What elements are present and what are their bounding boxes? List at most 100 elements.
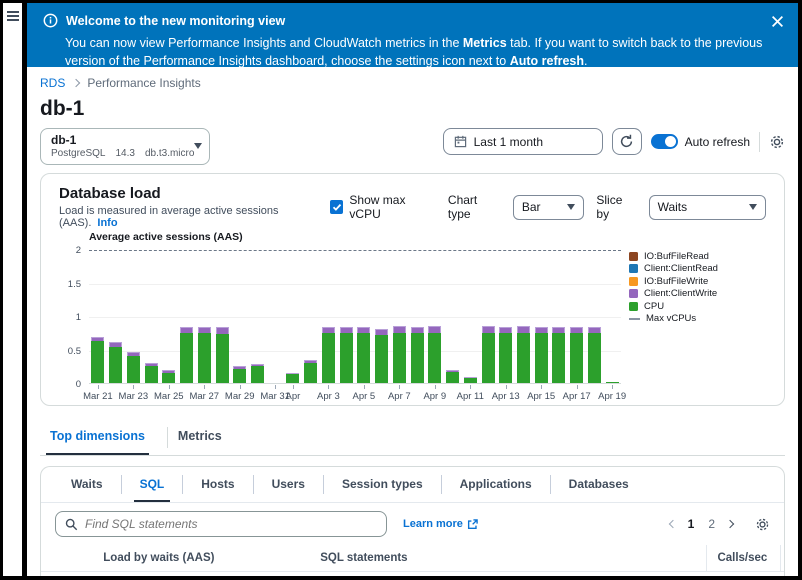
- x-tick-mark: [541, 385, 542, 389]
- bar-slot[interactable]: [479, 250, 497, 383]
- x-axis-label: Apr 11: [457, 391, 484, 402]
- info-link[interactable]: Info: [97, 217, 117, 229]
- panel-subtitle: Load is measured in average active sessi…: [59, 205, 330, 229]
- legend-item: Client:ClientWrite: [629, 288, 718, 301]
- collapsed-sidebar: [3, 3, 22, 576]
- bar-slot[interactable]: [124, 250, 142, 383]
- refresh-button[interactable]: [612, 128, 642, 155]
- column-header-load[interactable]: Load by waits (AAS): [103, 545, 320, 572]
- cell-rows: 1: [780, 572, 785, 577]
- bar-slot[interactable]: [160, 250, 178, 383]
- cell-select: [41, 572, 73, 577]
- column-header-calls[interactable]: Calls/sec: [707, 545, 780, 572]
- tab-metrics[interactable]: Metrics: [174, 420, 226, 455]
- bar-slot[interactable]: [461, 250, 479, 383]
- x-tick-mark: [364, 385, 365, 389]
- x-axis-label: Mar 21: [83, 391, 113, 402]
- bar-slot[interactable]: [213, 250, 231, 383]
- page-number-2[interactable]: 2: [708, 517, 715, 531]
- bar-slot[interactable]: [284, 250, 302, 383]
- bar-slot[interactable]: [568, 250, 586, 383]
- bar-segment-cpu: [517, 333, 530, 383]
- dimension-tab-users[interactable]: Users: [266, 467, 311, 502]
- bar-slot[interactable]: [550, 250, 568, 383]
- bar-slot[interactable]: [586, 250, 604, 383]
- settings-button[interactable]: [769, 134, 785, 150]
- sql-search-box[interactable]: [55, 511, 387, 537]
- dimension-tab-databases[interactable]: Databases: [563, 467, 635, 502]
- show-max-vcpu-checkbox[interactable]: Show max vCPU: [330, 193, 436, 221]
- bar-slot[interactable]: [390, 250, 408, 383]
- dimension-tab-waits[interactable]: Waits: [65, 467, 109, 502]
- bar-slot[interactable]: [107, 250, 125, 383]
- bar-slot[interactable]: [142, 250, 160, 383]
- instance-version: 14.3: [115, 148, 134, 159]
- chart-type-select[interactable]: Bar: [513, 195, 585, 220]
- bar-slot[interactable]: [532, 250, 550, 383]
- previous-page-button[interactable]: [670, 521, 676, 527]
- bar-segment-cpu: [375, 335, 388, 383]
- chart-type-label: Chart type: [448, 193, 501, 221]
- tab-divider: [182, 475, 183, 494]
- tab-top-dimensions[interactable]: Top dimensions: [46, 420, 149, 455]
- search-input[interactable]: [85, 517, 377, 531]
- pagination: 12: [670, 517, 770, 532]
- dimension-tab-applications[interactable]: Applications: [454, 467, 538, 502]
- x-axis-label: Mar 25: [154, 391, 184, 402]
- bar-slot[interactable]: [231, 250, 249, 383]
- dimension-tab-sql[interactable]: SQL: [134, 467, 171, 502]
- legend-label: IO:BufFileRead: [644, 251, 709, 262]
- column-header-sql[interactable]: SQL statements: [320, 545, 707, 572]
- learn-more-link[interactable]: Learn more: [403, 518, 478, 530]
- time-range-picker[interactable]: Last 1 month: [443, 128, 603, 155]
- bar-slot[interactable]: [302, 250, 320, 383]
- dimension-tab-hosts[interactable]: Hosts: [195, 467, 240, 502]
- banner-title: Welcome to the new monitoring view: [66, 14, 285, 28]
- column-header-rows[interactable]: R: [780, 545, 785, 572]
- tab-divider: [550, 475, 551, 494]
- breadcrumb-rds-link[interactable]: RDS: [40, 76, 65, 90]
- x-tick-mark: [506, 385, 507, 389]
- dimension-tab-session-types[interactable]: Session types: [336, 467, 429, 502]
- breadcrumb-separator-icon: [72, 79, 80, 87]
- bar-slot[interactable]: [373, 250, 391, 383]
- gear-icon: [755, 517, 770, 532]
- bar-slot[interactable]: [337, 250, 355, 383]
- bar-slot[interactable]: [266, 250, 284, 383]
- legend-swatch-icon: [629, 302, 638, 311]
- y-axis-label: 1: [76, 312, 81, 323]
- next-page-button[interactable]: [727, 521, 733, 527]
- bar-slot[interactable]: [603, 250, 621, 383]
- bar-slot[interactable]: [355, 250, 373, 383]
- search-icon: [65, 518, 78, 531]
- legend-item: Client:ClientRead: [629, 263, 718, 276]
- hamburger-menu-icon[interactable]: [7, 11, 19, 21]
- auto-refresh-toggle[interactable]: Auto refresh: [651, 134, 750, 149]
- page-number-1[interactable]: 1: [688, 517, 695, 531]
- bar-segment-cpu: [198, 333, 211, 383]
- y-axis-label: 1.5: [68, 279, 81, 290]
- bar-slot[interactable]: [89, 250, 107, 383]
- bar-segment-cpu: [357, 333, 370, 383]
- bar-slot[interactable]: [408, 250, 426, 383]
- bar-slot[interactable]: [515, 250, 533, 383]
- x-tick-mark: [133, 385, 134, 389]
- bar-slot[interactable]: [444, 250, 462, 383]
- bar-slot[interactable]: [249, 250, 267, 383]
- bar-slot[interactable]: [426, 250, 444, 383]
- banner-close-button[interactable]: [769, 13, 786, 33]
- slice-by-select[interactable]: Waits: [649, 195, 766, 220]
- load-chart-plot[interactable]: 21.510.50Mar 21Mar 23Mar 25Mar 27Mar 29M…: [89, 250, 621, 384]
- x-tick-mark: [435, 385, 436, 389]
- bar-slot[interactable]: [195, 250, 213, 383]
- bar-slot[interactable]: [497, 250, 515, 383]
- cell-expand: +: [73, 572, 103, 577]
- bar-segment-cpu: [216, 334, 229, 383]
- show-max-vcpu-label: Show max vCPU: [349, 193, 436, 221]
- tab-divider: [253, 475, 254, 494]
- bar-slot[interactable]: [178, 250, 196, 383]
- instance-selector-dropdown[interactable]: db-1 PostgreSQL 14.3 db.t3.micro: [40, 128, 210, 165]
- bar-segment-cpu: [552, 333, 565, 383]
- table-preferences-button[interactable]: [755, 517, 770, 532]
- bar-slot[interactable]: [320, 250, 338, 383]
